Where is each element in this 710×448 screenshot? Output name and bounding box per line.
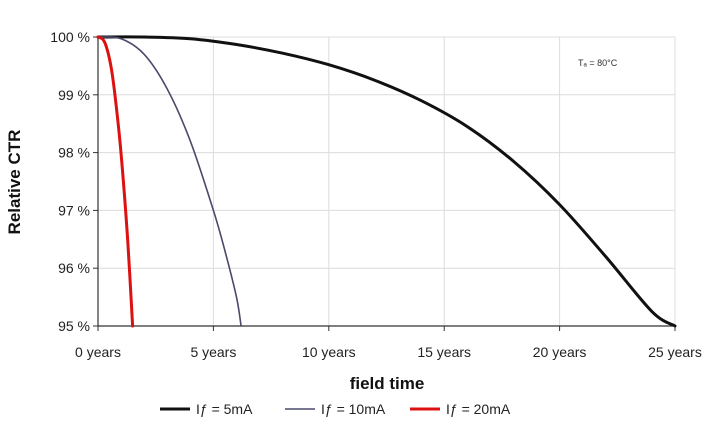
series-line-3	[96, 35, 135, 328]
y-tick-label: 97 %	[58, 202, 90, 218]
legend-label-2: Iƒ = 10mA	[321, 401, 386, 417]
y-tick-label: 99 %	[58, 87, 90, 103]
y-tick-label: 98 %	[58, 145, 90, 161]
x-tick-label: 25 years	[648, 344, 702, 360]
legend-label-1: Iƒ = 5mA	[196, 401, 253, 417]
y-tick-labels: 95 % 96 % 97 % 98 % 99 % 100 %	[50, 29, 90, 334]
series-line-1	[96, 35, 677, 328]
x-tick-label: 10 years	[302, 344, 356, 360]
x-tick-label: 15 years	[417, 344, 471, 360]
x-tick-label: 20 years	[533, 344, 587, 360]
legend: Iƒ = 5mA Iƒ = 10mA Iƒ = 20mA	[160, 401, 511, 417]
x-tick-label: 0 years	[75, 344, 121, 360]
x-tick-labels: 0 years 5 years 10 years 15 years 20 years 25…	[75, 344, 702, 360]
axes	[93, 36, 676, 331]
y-tick-label: 95 %	[58, 318, 90, 334]
x-axis-title: field time	[350, 374, 425, 393]
x-tick-label: 5 years	[190, 344, 236, 360]
series-lines	[96, 35, 677, 328]
grid	[97, 36, 676, 327]
legend-label-3: Iƒ = 20mA	[446, 401, 511, 417]
temperature-annotation: Tₐ = 80°C	[578, 58, 618, 68]
y-tick-label: 100 %	[50, 29, 90, 45]
series-line-2	[97, 36, 242, 327]
y-tick-label: 96 %	[58, 260, 90, 276]
y-axis-title: Relative CTR	[5, 130, 24, 235]
